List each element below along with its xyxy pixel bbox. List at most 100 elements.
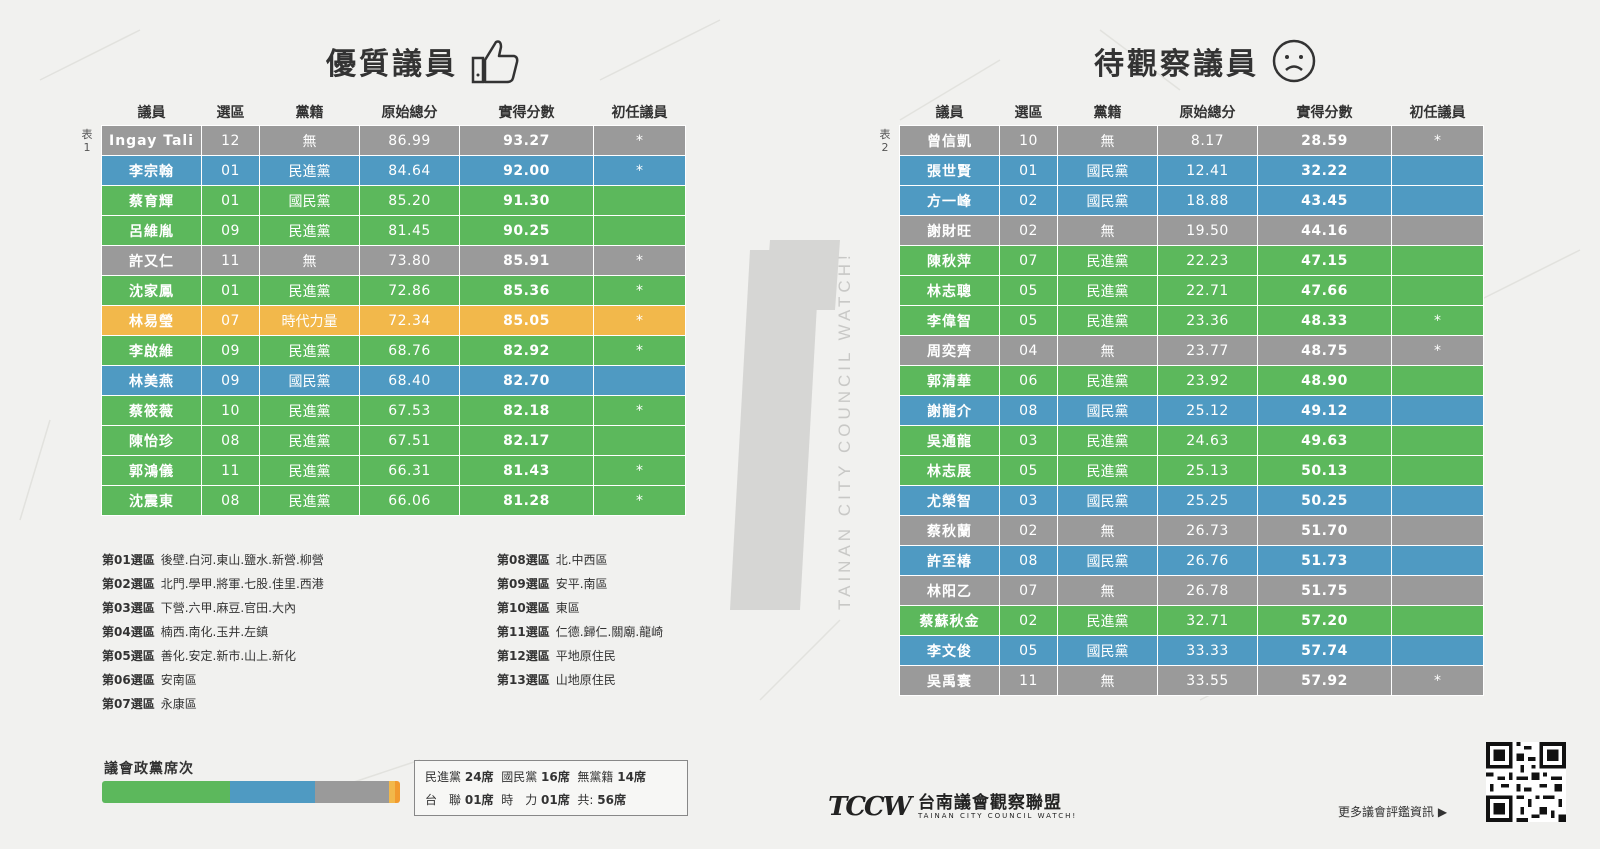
legend-npp-seats: 01席: [541, 793, 570, 807]
qr-code-icon[interactable]: [1486, 742, 1566, 822]
district-areas: 楠西.南化.玉井.左鎮: [160, 625, 269, 639]
district-cell: 11: [999, 665, 1058, 696]
legend-total-label: 共:: [577, 793, 594, 807]
seat-segment: [314, 781, 390, 803]
district-cell: 05: [999, 305, 1058, 336]
councilor-name: 謝財旺: [899, 215, 1000, 246]
table-row: 蔡蘇秋金 02 民進黨 32.71 57.20: [899, 605, 1484, 636]
councilor-name: 蔡秋蘭: [899, 515, 1000, 546]
councilor-name: 許又仁: [101, 245, 202, 276]
score-cell: 91.30: [459, 185, 594, 216]
first-term-cell: *: [1391, 125, 1484, 156]
party-cell: 國民黨: [1057, 155, 1158, 186]
party-cell: 民進黨: [259, 275, 360, 306]
raw-score-cell: 25.13: [1157, 455, 1258, 486]
first-term-cell: *: [593, 455, 686, 486]
raw-score-cell: 85.20: [359, 185, 460, 216]
raw-score-cell: 67.53: [359, 395, 460, 426]
raw-score-cell: 81.45: [359, 215, 460, 246]
score-cell: 43.45: [1257, 185, 1392, 216]
header-name: 議員: [137, 105, 166, 121]
district-item: 第07選區 永康區: [102, 692, 324, 716]
party-cell: 民進黨: [259, 155, 360, 186]
footer-org-cn: 台南議會觀察聯盟: [917, 793, 1062, 813]
district-item: 第03選區 下營.六甲.麻豆.官田.大內: [102, 596, 324, 620]
district-areas: 後壁.白河.東山.鹽水.新營.柳營: [160, 553, 324, 567]
councilor-name: 陳怡珍: [101, 425, 202, 456]
councilor-name: Ingay Tali: [101, 125, 202, 156]
councilor-name: 林志聰: [899, 275, 1000, 306]
table-row: 蔡筱薇 10 民進黨 67.53 82.18 *: [101, 395, 686, 426]
seat-bar: [102, 781, 400, 803]
score-cell: 85.36: [459, 275, 594, 306]
district-number: 第09選區: [497, 577, 550, 591]
party-cell: 民進黨: [1057, 275, 1158, 306]
party-cell: 民進黨: [1057, 245, 1158, 276]
thumbs-up-icon: [471, 40, 519, 84]
first-term-cell: [1391, 485, 1484, 516]
councilor-name: 李文俊: [899, 635, 1000, 666]
seat-chart-title: 議會政黨席次: [104, 761, 194, 777]
party-cell: 無: [259, 245, 360, 276]
footer-logo[interactable]: TCCW 台南議會觀察聯盟 TAINAN CITY COUNCIL WATCH!: [828, 792, 1077, 822]
raw-score-cell: 19.50: [1157, 215, 1258, 246]
raw-score-cell: 22.71: [1157, 275, 1258, 306]
score-cell: 32.22: [1257, 155, 1392, 186]
score-cell: 51.75: [1257, 575, 1392, 606]
first-term-cell: [1391, 545, 1484, 576]
district-number: 第10選區: [497, 601, 550, 615]
first-term-cell: [1391, 425, 1484, 456]
table-row: 郭鴻儀 11 民進黨 66.31 81.43 *: [101, 455, 686, 486]
score-cell: 82.18: [459, 395, 594, 426]
councilor-name: 陳秋萍: [899, 245, 1000, 276]
score-cell: 85.91: [459, 245, 594, 276]
district-cell: 12: [201, 125, 260, 156]
district-areas: 永康區: [160, 697, 197, 711]
councilor-name: 沈家鳳: [101, 275, 202, 306]
district-list-right: 第08選區 北.中西區 第09選區 安平.南區 第10選區 東區 第11選區 仁德.歸仁.關廟…: [497, 548, 663, 692]
district-number: 第04選區: [102, 625, 155, 639]
district-cell: 03: [999, 425, 1058, 456]
district-item: 第02選區 北門.學甲.將軍.七股.佳里.西港: [102, 572, 324, 596]
party-cell: 國民黨: [1057, 395, 1158, 426]
party-cell: 無: [1057, 215, 1158, 246]
district-cell: 02: [999, 515, 1058, 546]
councilor-name: 蔡筱薇: [101, 395, 202, 426]
seat-legend: 民進黨 24席 國民黨 16席 無黨籍 14席 台 聯 01席 時 力 01席 …: [414, 760, 688, 816]
councilor-name: 許至椿: [899, 545, 1000, 576]
watch-councilors-table: 議員 選區 黨籍 原始總分 實得分數 初任議員 曾信凱 10 無 8.17 28.59 *…: [899, 99, 1484, 696]
party-cell: 國民黨: [1057, 545, 1158, 576]
district-number: 第08選區: [497, 553, 550, 567]
district-cell: 07: [999, 575, 1058, 606]
party-cell: 無: [1057, 575, 1158, 606]
first-term-cell: [1391, 185, 1484, 216]
sad-face-icon: [1272, 39, 1316, 83]
score-cell: 48.90: [1257, 365, 1392, 396]
party-cell: 民進黨: [1057, 425, 1158, 456]
table-row: 曾信凱 10 無 8.17 28.59 *: [899, 125, 1484, 156]
district-cell: 10: [999, 125, 1058, 156]
councilor-name: 林阳乙: [899, 575, 1000, 606]
first-term-cell: [593, 425, 686, 456]
table-row: 李啟維 09 民進黨 68.76 82.92 *: [101, 335, 686, 366]
raw-score-cell: 23.77: [1157, 335, 1258, 366]
councilor-name: 呂維胤: [101, 215, 202, 246]
table-row: 林易瑩 07 時代力量 72.34 85.05 *: [101, 305, 686, 336]
more-info-link[interactable]: 更多議會評鑑資訊 ▶: [1338, 805, 1448, 819]
raw-score-cell: 25.25: [1157, 485, 1258, 516]
header-party: 黨籍: [295, 105, 324, 121]
first-term-cell: *: [1391, 305, 1484, 336]
raw-score-cell: 72.86: [359, 275, 460, 306]
table-row: 謝財旺 02 無 19.50 44.16: [899, 215, 1484, 246]
table-row: 沈震東 08 民進黨 66.06 81.28 *: [101, 485, 686, 516]
first-term-cell: *: [1391, 665, 1484, 696]
raw-score-cell: 32.71: [1157, 605, 1258, 636]
district-cell: 06: [999, 365, 1058, 396]
score-cell: 49.12: [1257, 395, 1392, 426]
score-cell: 49.63: [1257, 425, 1392, 456]
legend-total-seats: 56席: [597, 793, 626, 807]
councilor-name: 方一峰: [899, 185, 1000, 216]
table-row: 許至椿 08 國民黨 26.76 51.73: [899, 545, 1484, 576]
party-cell: 民進黨: [259, 395, 360, 426]
district-number: 第02選區: [102, 577, 155, 591]
